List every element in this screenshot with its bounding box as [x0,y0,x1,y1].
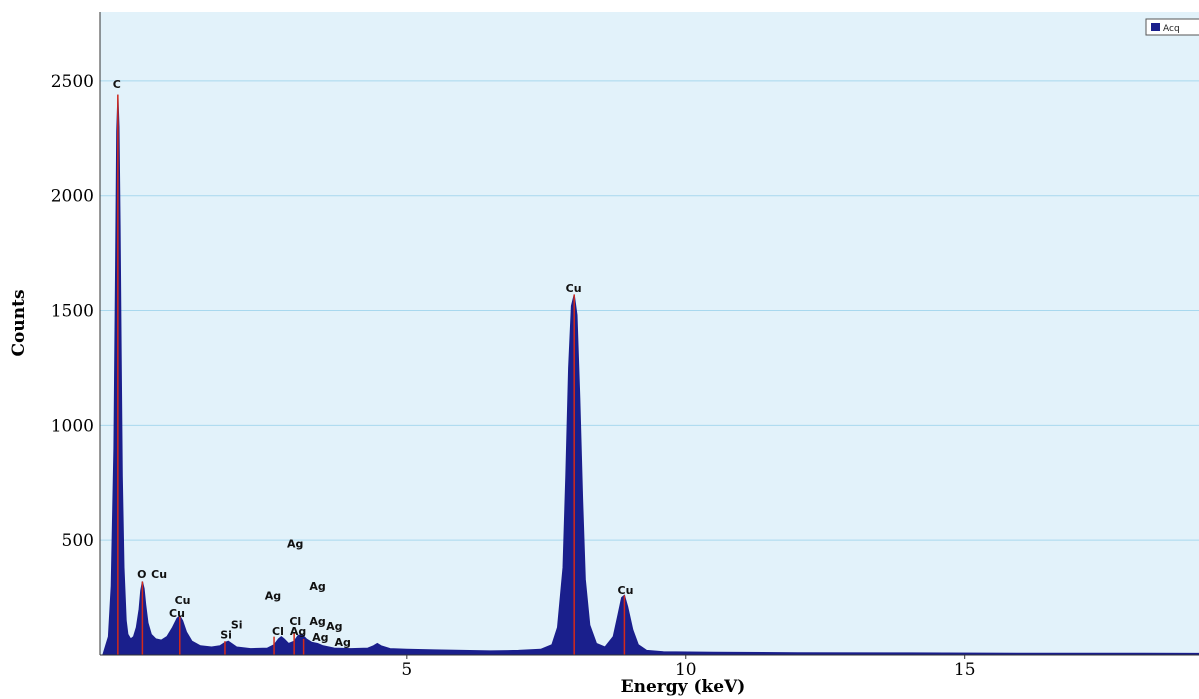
peak-annotation: Si [231,619,243,632]
peak-annotation: Cl [272,625,284,638]
x-axis-title: Energy (keV) [621,677,746,697]
peak-annotation: Cu [618,584,634,597]
y-tick-label: 2000 [51,187,94,207]
y-tick-label: 1500 [51,302,94,322]
gridlines [100,80,1199,541]
peak-annotation: Ag [309,615,325,628]
y-tick-label: 500 [62,531,94,551]
legend: Acq [1145,18,1199,36]
peak-annotation: Cu [566,282,582,295]
peak-annotation: Ag [326,620,342,633]
peak-annotation: Ag [312,631,328,644]
axes: 500 1000 1500 2000 2500 5 10 15 [51,12,1199,680]
peak-annotation: Ag [334,636,350,649]
peak-annotation: Si [220,628,232,641]
x-tick-label: 10 [675,660,697,680]
peak-annotation: Cu [169,607,185,620]
peak-annotation: Cl [289,615,301,628]
legend-label: Acq [1163,24,1180,34]
peak-annotation: Cu [151,568,167,581]
x-tick-label: 15 [954,660,976,680]
peak-annotation: C [113,78,121,91]
peak-annotation: Ag [309,580,325,593]
y-tick-label: 2500 [51,72,94,92]
peak-annotation: Ag [287,538,303,551]
y-tick-label: 1000 [51,416,94,436]
peak-annotation: Cu [175,594,191,607]
plot-area [100,12,1199,655]
legend-swatch [1151,23,1160,31]
y-axis-title: Counts [9,289,29,356]
peak-annotation: Ag [265,589,281,602]
peak-annotation: Ag [290,625,306,638]
peak-annotation: O [137,568,146,581]
x-tick-label: 5 [401,660,412,680]
spectrum [102,94,1199,656]
peak-markers [117,94,626,655]
spectrum-area [102,94,1199,656]
